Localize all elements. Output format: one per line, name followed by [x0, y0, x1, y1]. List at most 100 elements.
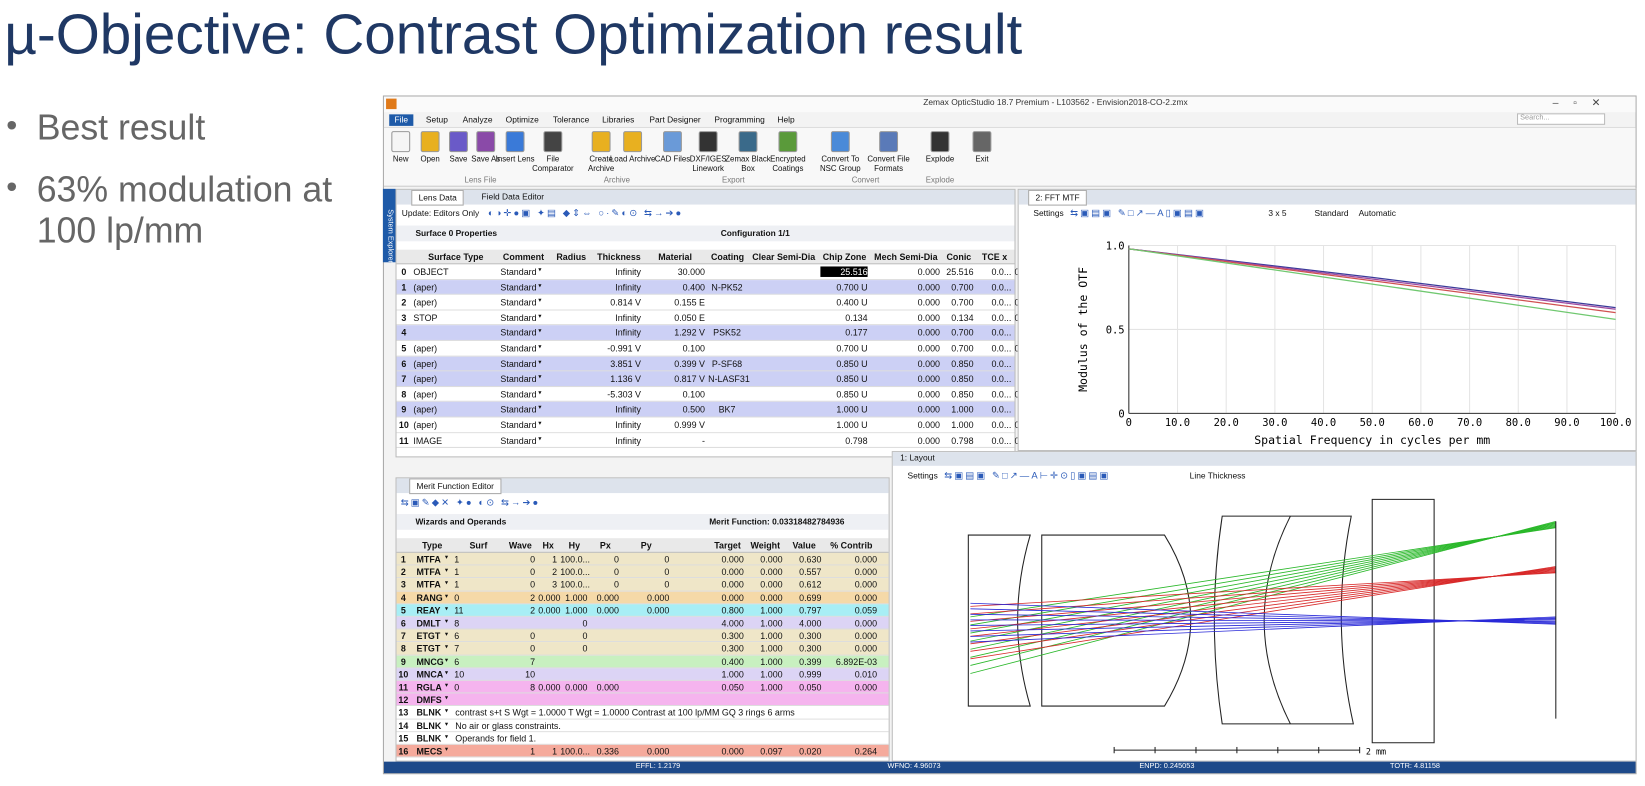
table-cell: 0.000	[721, 592, 744, 603]
ribbon-button[interactable]: CAD Files	[654, 154, 691, 164]
menu-item[interactable]: Optimize	[505, 115, 539, 125]
toolbar-item[interactable]: 3 x 5	[1268, 208, 1287, 219]
table-cell: 7	[401, 373, 407, 385]
table-cell: 1	[552, 745, 558, 757]
ray	[970, 526, 1556, 626]
slide-title: µ-Objective: Contrast Optimization resul…	[4, 3, 1023, 67]
tab[interactable]: 1: Layout	[900, 453, 935, 463]
dropdown-arrow: ▾	[538, 344, 542, 351]
ribbon-button[interactable]: New	[392, 154, 409, 164]
table-cell: 8	[401, 389, 407, 400]
ribbon-button[interactable]: Explode	[925, 154, 955, 164]
menu-item[interactable]: Part Designer	[649, 115, 701, 125]
table-cell: 10	[398, 669, 409, 680]
toolbar-label[interactable]: Update: Editors Only	[401, 208, 480, 219]
dropdown-arrow: ▾	[444, 721, 448, 728]
surface-bar	[396, 225, 1015, 242]
x-axis-label: Spatial Frequency in cycles per mm	[1254, 433, 1490, 447]
dropdown-arrow: ▾	[538, 390, 542, 397]
menu-item[interactable]: Analyze	[462, 115, 493, 125]
table-row	[396, 386, 1015, 403]
table-cell: 0.264	[854, 745, 878, 757]
ribbon-button[interactable]: DXF/IGES Linework	[689, 154, 727, 174]
table-cell: Standard	[500, 389, 537, 400]
ribbon-button[interactable]: Save As	[471, 154, 501, 164]
menu-item[interactable]: Help	[777, 115, 795, 125]
menu-item[interactable]: Tolerance	[552, 115, 590, 125]
table-cell: 0.000	[646, 745, 670, 757]
column-header: Conic	[946, 251, 972, 263]
table-row	[396, 604, 889, 617]
dropdown-arrow: ▾	[538, 298, 542, 305]
x-tick-label: 70.0	[1457, 417, 1482, 429]
table-cell: 0.000	[596, 681, 619, 693]
window-controls: –▫✕	[1552, 97, 1616, 110]
status-bar	[383, 761, 1636, 774]
table-cell: 0.050	[721, 681, 744, 693]
toolbar-item[interactable]: Automatic	[1358, 208, 1396, 219]
table-cell: -	[702, 434, 705, 446]
tab[interactable]: 2: FFT MTF	[1028, 189, 1087, 206]
table-cell: (aper)	[413, 297, 438, 308]
toolbar-item[interactable]: Standard	[1314, 208, 1349, 219]
table-cell: 0.700 U	[836, 343, 868, 354]
table-cell: P-SF68	[711, 358, 743, 369]
ribbon-button[interactable]: Zemax Black Box	[725, 154, 771, 174]
ribbon-button[interactable]: Insert Lens	[495, 154, 535, 164]
table-cell: 0.0...	[991, 281, 1012, 293]
ribbon-button[interactable]: Convert To NSC Group	[819, 154, 861, 174]
toolbar-item[interactable]: Line Thickness	[1189, 471, 1246, 481]
table-cell: 0.500	[682, 404, 705, 415]
tab[interactable]: Merit Function Editor	[409, 478, 502, 495]
table-cell: Standard	[500, 327, 537, 339]
ribbon-button[interactable]: Exit	[975, 154, 989, 164]
ray	[970, 572, 1556, 607]
ribbon-button[interactable]: Encrypted Coatings	[770, 154, 806, 174]
x-tick-label: 30.0	[1262, 417, 1287, 429]
table-cell: 1.000	[760, 669, 783, 680]
table-row	[396, 732, 889, 745]
table-cell: 2	[552, 566, 558, 578]
ribbon-button[interactable]: Convert File Formats	[867, 154, 910, 174]
table-cell: 0.850	[951, 389, 974, 400]
table-cell: 1	[552, 553, 558, 565]
y-tick-label: 0	[1118, 409, 1124, 421]
table-cell: 0.000	[538, 592, 561, 603]
table-cell: 1.292 V	[674, 327, 705, 339]
ribbon-button[interactable]: Open	[420, 154, 440, 164]
table-cell: 16	[398, 745, 409, 757]
table-cell: 0.000	[760, 553, 783, 565]
table-cell: 0.000	[721, 579, 744, 591]
table-cell: 0	[530, 566, 536, 578]
ribbon-button[interactable]: File Comparator	[532, 154, 574, 174]
table-cell: 6	[400, 617, 406, 629]
menu-item[interactable]: Setup	[425, 115, 448, 125]
table-cell: 0.000	[854, 579, 878, 591]
status-text: WFNO: 4.96073	[887, 762, 941, 771]
tab[interactable]: Field Data Editor	[481, 191, 545, 202]
table-cell: 0	[530, 630, 536, 642]
menu-item[interactable]: File	[389, 114, 414, 126]
tab[interactable]: Lens Data	[411, 189, 465, 206]
table-cell: STOP	[413, 312, 438, 323]
table-row	[396, 294, 1015, 311]
table-cell: (aper)	[413, 343, 438, 354]
toolbar-item[interactable]: Settings	[907, 471, 938, 481]
table-cell: 0.000	[854, 592, 878, 603]
table-cell: 0.000	[721, 553, 744, 565]
search-box[interactable]: Search...	[1516, 113, 1606, 125]
menu-item[interactable]: Libraries	[602, 115, 635, 125]
table-cell: Standard	[500, 281, 537, 293]
ribbon-button[interactable]: Load Archive	[609, 154, 656, 164]
toolbar-item[interactable]: Settings	[1033, 208, 1064, 219]
menu-item[interactable]: Programming	[714, 115, 765, 125]
ribbon-button[interactable]: Create Archive	[588, 154, 615, 174]
table-cell: (aper)	[413, 389, 438, 400]
table-cell: 0.000	[917, 373, 940, 385]
table-cell: 0	[454, 681, 460, 693]
ribbon-button[interactable]: Save	[449, 154, 468, 164]
table-cell: 4	[400, 592, 406, 603]
table-cell: Standard	[500, 343, 537, 354]
bullet-dot: •	[6, 108, 18, 143]
